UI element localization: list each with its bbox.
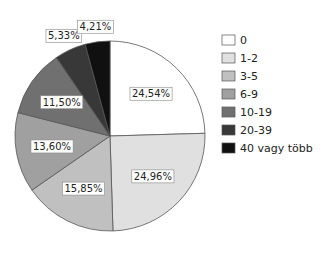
legend-swatch: [222, 35, 235, 45]
chart-container: 24,54% 24,96% 15,85% 13,60% 11,50% 5,33%4,21%…: [0, 0, 333, 266]
legend-label: 10-19: [240, 106, 272, 119]
data-label-box: [78, 20, 114, 33]
legend-swatch: [222, 125, 235, 135]
legend-label: 20-39: [240, 124, 272, 137]
data-label: 11,50%: [43, 97, 81, 108]
data-label-box: [46, 29, 82, 42]
data-label: 15,85%: [64, 183, 102, 194]
legend-swatch: [222, 107, 235, 117]
legend-label: 3-5: [240, 70, 258, 83]
pie-slice: [110, 133, 205, 231]
data-labels: 24,54% 24,96% 15,85% 13,60% 11,50% 5,33%4,21%: [31, 20, 174, 195]
data-label-box: [62, 182, 104, 195]
legend-label: 6-9: [240, 88, 258, 101]
data-label: 4,21%: [80, 21, 112, 32]
legend: 0 1-2 3-5 6-9 10-19 20-39 40 vagy több: [222, 34, 313, 155]
data-label-box: [132, 170, 174, 183]
data-label-group: 11,50%: [41, 96, 83, 109]
legend-swatch: [222, 53, 235, 63]
data-label: 24,96%: [134, 171, 172, 182]
legend-label: 0: [240, 34, 247, 47]
pie-chart: 24,54% 24,96% 15,85% 13,60% 11,50% 5,33%4,21%…: [0, 0, 333, 266]
data-label: 5,33%: [48, 30, 80, 41]
pie-slice: [32, 136, 113, 231]
data-label-box: [130, 87, 172, 100]
data-label-group: 24,54%: [130, 87, 172, 100]
data-label-group: 24,96%: [132, 170, 174, 183]
legend-label: 40 vagy több: [240, 142, 313, 155]
legend-swatch: [222, 143, 235, 153]
data-label: 24,54%: [132, 88, 170, 99]
slices: [15, 41, 205, 231]
data-label-group: 15,85%: [62, 182, 104, 195]
pie-slice: [110, 41, 205, 136]
legend-label: 1-2: [240, 52, 258, 65]
data-label-group: 13,60%: [31, 140, 73, 153]
pie-slice: [85, 41, 110, 136]
legend-swatch: [222, 89, 235, 99]
data-label: 13,60%: [33, 141, 71, 152]
data-label-box: [41, 96, 83, 109]
data-label-group: 5,33%: [46, 29, 82, 42]
legend-swatch: [222, 71, 235, 81]
data-label-group: 4,21%: [78, 20, 114, 33]
data-label-box: [31, 140, 73, 153]
